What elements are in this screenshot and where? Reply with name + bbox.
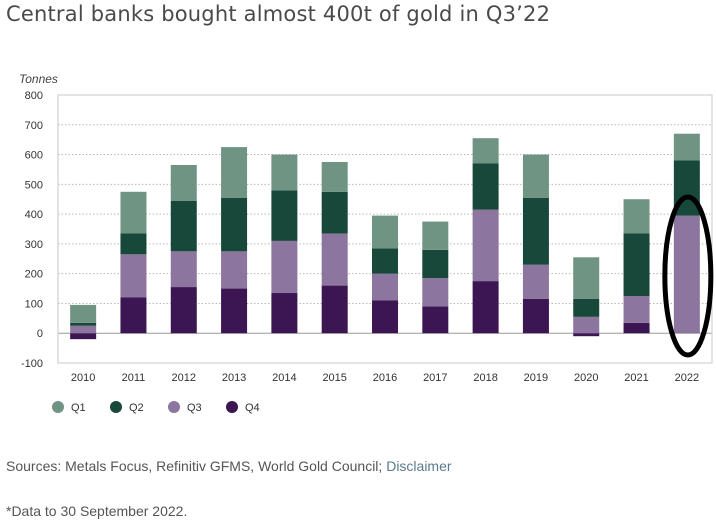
bar-q3-2020 xyxy=(573,316,600,334)
bar-q1-2019 xyxy=(522,154,549,198)
chart-title: Central banks bought almost 400t of gold… xyxy=(6,2,551,26)
legend-label-q4: Q4 xyxy=(245,402,260,414)
bar-q3-2022 xyxy=(673,215,700,334)
legend-marker-q1 xyxy=(52,401,64,413)
x-tick-label: 2014 xyxy=(272,372,296,384)
bar-q3-2012 xyxy=(170,251,197,288)
bar-q4-2010 xyxy=(70,333,97,340)
y-tick-label: 700 xyxy=(25,120,43,132)
bar-q4-2012 xyxy=(170,287,197,334)
bar-q2-2021 xyxy=(623,233,650,296)
bar-q2-2017 xyxy=(422,249,449,279)
x-tick-label: 2020 xyxy=(574,372,598,384)
x-tick-label: 2011 xyxy=(122,372,146,384)
bar-q3-2017 xyxy=(422,278,449,307)
legend-marker-q4 xyxy=(226,401,238,413)
bar-q4-2017 xyxy=(422,306,449,334)
bar-q2-2014 xyxy=(271,190,298,241)
bar-q1-2011 xyxy=(120,191,147,234)
bar-q4-2013 xyxy=(221,288,248,334)
footnote: *Data to 30 September 2022. xyxy=(6,503,188,519)
x-tick-label: 2016 xyxy=(373,372,397,384)
legend-label-q1: Q1 xyxy=(71,402,86,414)
bar-q4-2014 xyxy=(271,293,298,334)
bar-q4-2021 xyxy=(623,322,650,334)
y-tick-label: 100 xyxy=(25,298,43,310)
bar-q4-2016 xyxy=(372,300,398,334)
bar-q4-2011 xyxy=(120,297,147,334)
bar-q1-2010 xyxy=(70,304,97,323)
bar-q4-2015 xyxy=(321,285,348,334)
bar-q4-2018 xyxy=(472,281,499,334)
x-tick-label: 2018 xyxy=(473,372,497,384)
bar-q3-2018 xyxy=(472,209,499,282)
bar-q2-2012 xyxy=(170,200,197,252)
x-tick-label: 2013 xyxy=(222,372,246,384)
x-tick-label: 2015 xyxy=(322,372,346,384)
bar-q3-2011 xyxy=(120,254,147,298)
sources-text: Sources: Metals Focus, Refinitiv GFMS, W… xyxy=(6,458,387,474)
bar-q1-2014 xyxy=(271,154,298,191)
y-tick-label: -100 xyxy=(21,358,43,370)
x-tick-label: 2017 xyxy=(423,372,447,384)
highlight-ellipse-2022 xyxy=(662,194,714,358)
y-tick-label: 600 xyxy=(25,150,43,162)
y-axis-label: Tonnes xyxy=(19,72,58,86)
y-tick-label: 300 xyxy=(25,239,43,251)
bar-q2-2015 xyxy=(321,191,348,234)
bar-q2-2020 xyxy=(573,298,600,317)
y-tick-label: 200 xyxy=(25,269,43,281)
bar-q3-2015 xyxy=(321,233,348,286)
stacked-bar-chart: Tonnes -100 0 100 200 300 400 500 600 700 800 2010 2… xyxy=(19,72,714,414)
sources-line: Sources: Metals Focus, Refinitiv GFMS, W… xyxy=(6,458,452,474)
x-tick-label: 2021 xyxy=(624,372,648,384)
legend-marker-q3 xyxy=(168,401,180,413)
bar-q3-2016 xyxy=(372,273,398,301)
bar-q1-2013 xyxy=(221,147,248,198)
bar-q1-2016 xyxy=(372,215,398,249)
x-tick-label: 2012 xyxy=(172,372,196,384)
x-tick-label: 2022 xyxy=(675,372,699,384)
plot-area-border xyxy=(57,94,713,364)
y-tick-label: 800 xyxy=(25,90,43,102)
bar-q1-2017 xyxy=(422,221,449,250)
x-tick-label: 2010 xyxy=(71,372,95,384)
bar-q1-2015 xyxy=(321,162,348,192)
bar-q2-2019 xyxy=(522,197,549,265)
bar-q3-2021 xyxy=(623,296,650,323)
bar-q1-2022 xyxy=(673,133,700,161)
bar-q2-2018 xyxy=(472,163,499,210)
bar-q2-2011 xyxy=(120,233,147,255)
bar-q3-2019 xyxy=(522,264,549,299)
disclaimer-link[interactable]: Disclaimer xyxy=(386,458,452,474)
bar-q1-2012 xyxy=(170,164,197,201)
bar-q4-2020 xyxy=(573,333,600,337)
bar-q2-2016 xyxy=(372,248,398,274)
bar-q2-2010 xyxy=(70,322,97,326)
bar-q1-2018 xyxy=(472,138,499,164)
legend-label-q2: Q2 xyxy=(129,402,144,414)
y-tick-label: 400 xyxy=(25,209,43,221)
x-tick-label: 2019 xyxy=(524,372,548,384)
legend-marker-q2 xyxy=(110,401,122,413)
bar-q4-2019 xyxy=(522,298,549,334)
y-tick-label: 0 xyxy=(37,328,43,340)
bar-q1-2020 xyxy=(573,257,600,299)
legend-label-q3: Q3 xyxy=(187,402,202,414)
bar-q3-2013 xyxy=(221,251,248,289)
y-tick-label: 500 xyxy=(25,179,43,191)
bar-q3-2010 xyxy=(70,325,97,334)
bar-q3-2014 xyxy=(271,240,298,294)
bar-q1-2021 xyxy=(623,199,650,234)
bar-q2-2013 xyxy=(221,197,248,252)
